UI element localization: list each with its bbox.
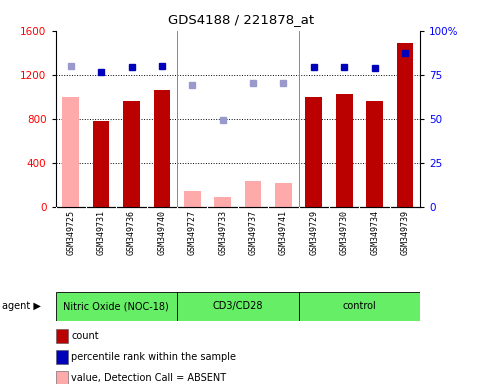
Text: GSM349734: GSM349734	[370, 210, 379, 255]
Text: control: control	[342, 301, 376, 311]
Text: value, Detection Call = ABSENT: value, Detection Call = ABSENT	[71, 373, 227, 383]
Text: GSM349727: GSM349727	[188, 210, 197, 255]
Bar	[123, 101, 140, 207]
Bar	[366, 101, 383, 207]
Text: agent ▶: agent ▶	[2, 301, 41, 311]
Text: Nitric Oxide (NOC-18): Nitric Oxide (NOC-18)	[63, 301, 169, 311]
Text: GSM349733: GSM349733	[218, 210, 227, 255]
Bar	[275, 182, 292, 207]
Text: GSM349737: GSM349737	[249, 210, 257, 255]
Text: CD3/CD28: CD3/CD28	[213, 301, 263, 311]
Text: GSM349731: GSM349731	[97, 210, 106, 255]
Bar	[305, 97, 322, 207]
Bar	[184, 191, 200, 207]
Text: GSM349741: GSM349741	[279, 210, 288, 255]
Bar	[177, 292, 298, 321]
Bar	[245, 181, 261, 207]
Text: GSM349730: GSM349730	[340, 210, 349, 255]
Bar	[56, 292, 177, 321]
Text: percentile rank within the sample: percentile rank within the sample	[71, 352, 237, 362]
Text: GSM349739: GSM349739	[400, 210, 410, 255]
Bar	[336, 94, 353, 207]
Bar	[298, 292, 420, 321]
Bar	[214, 197, 231, 207]
Text: GSM349736: GSM349736	[127, 210, 136, 255]
Text: GSM349740: GSM349740	[157, 210, 167, 255]
Bar	[397, 43, 413, 207]
Text: count: count	[71, 331, 99, 341]
Text: GDS4188 / 221878_at: GDS4188 / 221878_at	[169, 13, 314, 26]
Bar	[154, 90, 170, 207]
Bar	[93, 121, 110, 207]
Bar	[62, 97, 79, 207]
Text: GSM349729: GSM349729	[309, 210, 318, 255]
Text: GSM349725: GSM349725	[66, 210, 75, 255]
